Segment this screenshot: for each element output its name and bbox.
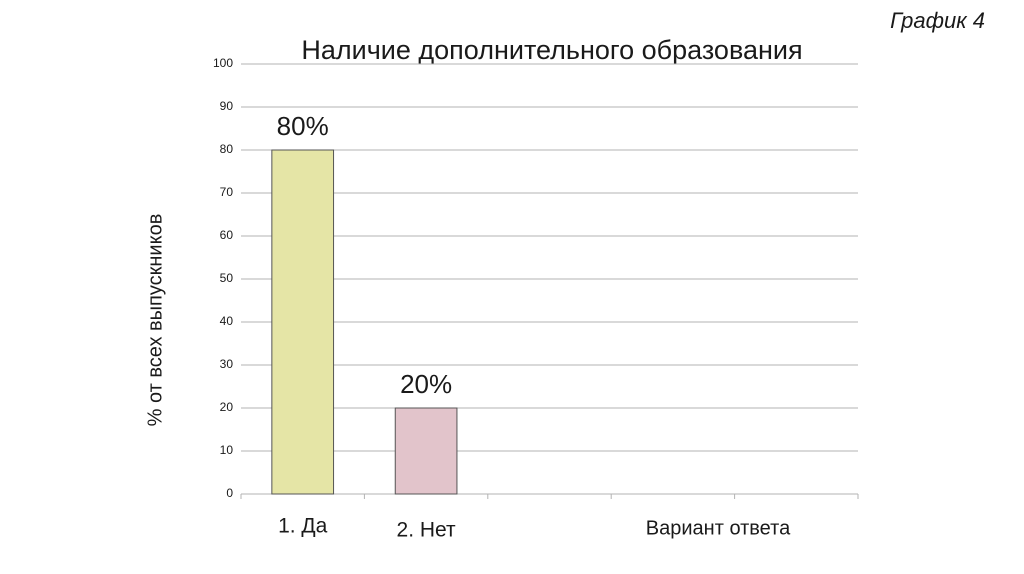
value-label: 80% (277, 111, 329, 141)
value-label: 20% (400, 369, 452, 399)
y-tick-label: 30 (220, 357, 234, 371)
y-tick-label: 50 (220, 271, 234, 285)
x-tick-label: 1. Да (278, 515, 328, 538)
y-tick-label: 100 (213, 56, 233, 70)
y-tick-label: 90 (220, 99, 234, 113)
y-tick-label: 0 (226, 486, 233, 500)
x-axis-label: Вариант ответа (646, 517, 791, 539)
x-tick-label: 2. Нет (397, 519, 456, 542)
y-tick-label: 80 (220, 142, 234, 156)
bar (271, 149, 335, 495)
y-tick-label: 40 (220, 314, 234, 328)
chart-title: Наличие дополнительного образования (301, 35, 802, 65)
corner-label: График 4 (890, 8, 985, 33)
y-tick-label: 20 (220, 400, 234, 414)
bar (394, 407, 458, 495)
y-axis-label: % от всех выпускников (144, 214, 166, 427)
y-tick-label: 70 (220, 185, 234, 199)
y-tick-label: 60 (220, 228, 234, 242)
y-tick-label: 10 (220, 443, 234, 457)
